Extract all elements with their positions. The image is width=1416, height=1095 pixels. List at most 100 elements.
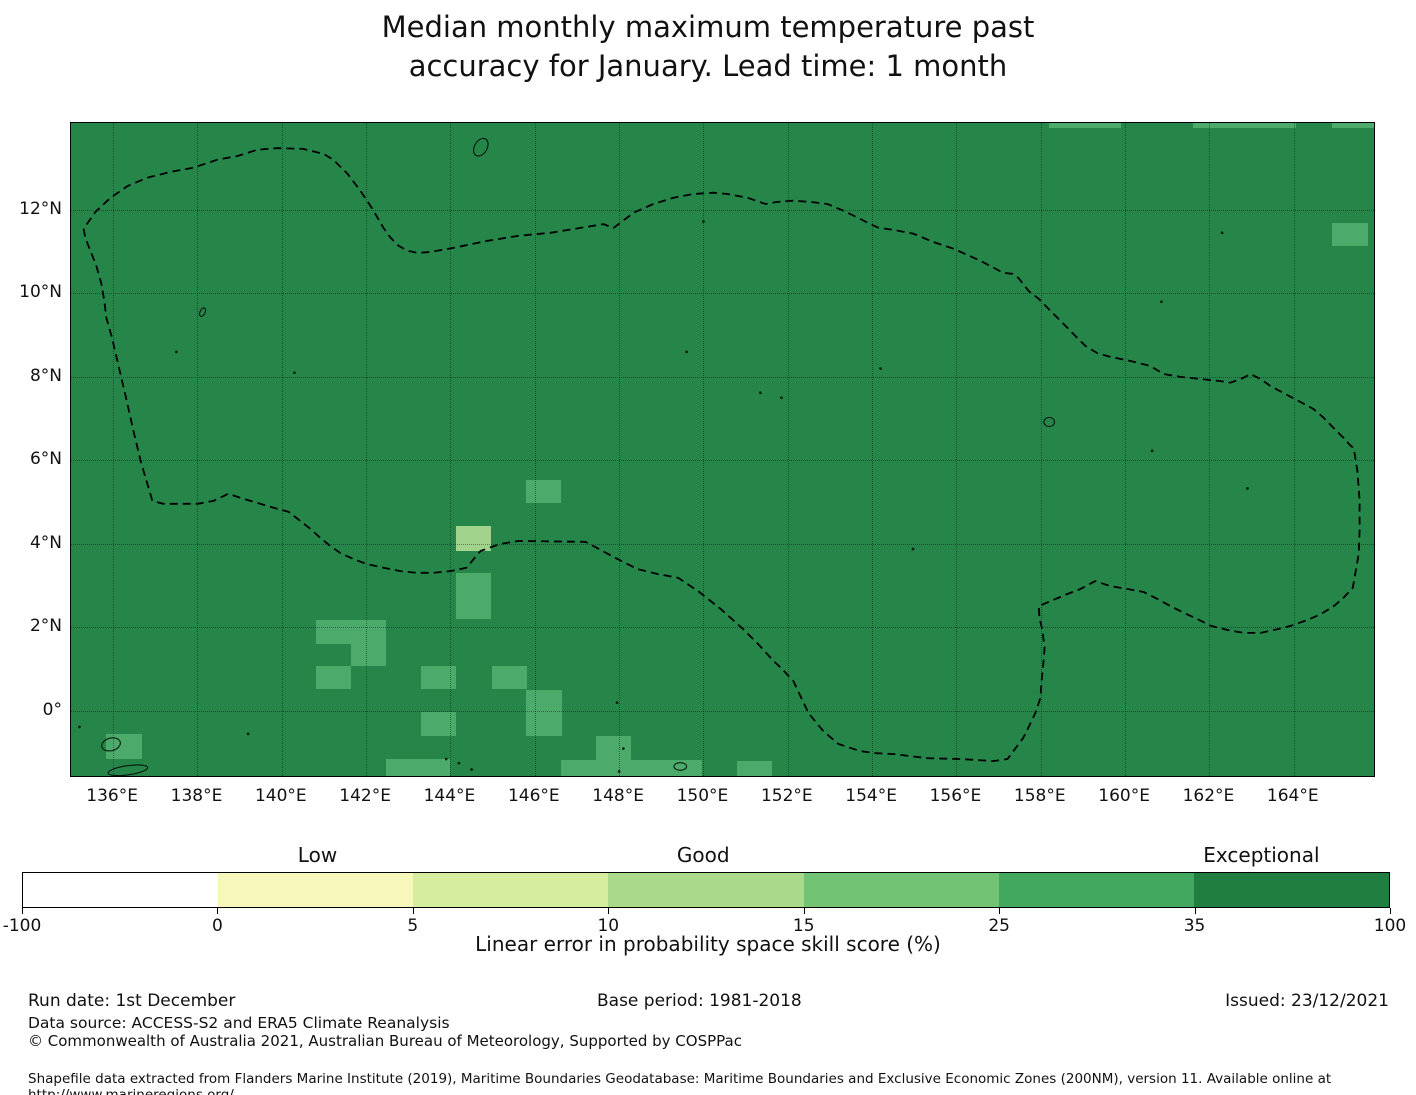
parallel-gridline <box>71 543 1374 545</box>
biak-island-outline <box>101 737 121 752</box>
eez-boundary-line <box>82 147 1361 763</box>
meridian-gridline <box>619 123 621 776</box>
skill-patch <box>561 759 703 776</box>
colorbar-tick-mark <box>22 908 23 914</box>
colorbar-tick-label: 5 <box>407 916 419 936</box>
colorbar <box>22 872 1390 908</box>
x-tick-label: 140°E <box>254 786 307 806</box>
colorbar-tick-mark <box>412 908 414 914</box>
parallel-gridline <box>71 209 1374 211</box>
skill-patch <box>492 665 528 689</box>
parallel-gridline <box>71 293 1374 295</box>
skill-patch <box>351 644 386 666</box>
atoll-4-island-dot <box>175 350 178 354</box>
x-tick-label: 164°E <box>1266 786 1319 806</box>
y-tick-label: 6°N <box>29 449 62 470</box>
title-line1: Median monthly maximum temperature past <box>381 10 1035 44</box>
yap-island-outline <box>199 307 207 318</box>
parallel-gridline <box>71 627 1374 629</box>
y-tick-label: 8°N <box>29 365 62 386</box>
skill-patch <box>456 525 492 552</box>
parallel-gridline <box>71 460 1374 462</box>
colorbar-tick-label: 100 <box>1373 916 1407 936</box>
atoll-6-island-dot <box>1159 300 1163 304</box>
colorbar-segment <box>1193 873 1389 907</box>
skill-patch <box>596 736 631 762</box>
colorbar-tick-label: 0 <box>212 916 223 936</box>
shapefile-note-text: Shapefile data extracted from Flanders M… <box>28 1071 1332 1095</box>
skill-patch <box>526 690 563 737</box>
colorbar-tick-mark <box>803 908 805 914</box>
x-tick-label: 152°E <box>760 786 813 806</box>
meridian-gridline <box>1293 123 1295 776</box>
atoll-5-island-dot <box>1220 231 1224 235</box>
meridian-gridline <box>872 123 874 776</box>
meridian-gridline <box>1209 123 1211 776</box>
colorbar-tick-mark <box>1194 908 1196 914</box>
x-tick-label: 150°E <box>676 786 729 806</box>
colorbar-segment <box>803 873 999 907</box>
chuuk-island-dot <box>758 391 762 395</box>
colorbar-category-label: Exceptional <box>1203 843 1320 867</box>
manus-islets-island-outline <box>673 762 688 771</box>
colorbar-segment <box>998 873 1194 907</box>
atoll-3-island-dot <box>293 371 296 375</box>
meridian-gridline <box>1040 123 1042 776</box>
skill-patch <box>1331 222 1368 246</box>
title-line2: accuracy for January. Lead time: 1 month <box>408 49 1008 83</box>
colorbar-tick-label: 15 <box>792 916 815 936</box>
x-tick-label: 156°E <box>929 786 982 806</box>
atoll-2-island-dot <box>685 350 689 354</box>
parallel-gridline <box>71 710 1374 712</box>
colorbar-category-label: Low <box>297 843 338 867</box>
colorbar-tick-label: 10 <box>597 916 620 936</box>
x-tick-label: 148°E <box>592 786 644 806</box>
y-tick-label: 10°N <box>19 282 62 303</box>
colorbar-tick-label: 35 <box>1183 916 1206 936</box>
figure-title: Median monthly maximum temperature past … <box>0 8 1416 86</box>
nukuoro-island-dot <box>911 547 915 551</box>
skill-patch <box>315 665 351 689</box>
colorbar-tick-mark <box>1390 908 1391 914</box>
meridian-gridline <box>281 123 283 776</box>
meridian-gridline <box>366 123 368 776</box>
kosrae-island-dot <box>1245 486 1249 490</box>
parallel-gridline <box>71 376 1374 378</box>
issued-text: Issued: 23/12/2021 <box>1225 991 1389 1011</box>
colorbar-category-label: Good <box>676 843 730 867</box>
data-source-text: Data source: ACCESS-S2 and ERA5 Climate … <box>28 1014 450 1032</box>
x-tick-label: 144°E <box>423 786 476 806</box>
pohnpei-island-outline <box>1043 416 1056 428</box>
skill-patch <box>420 665 457 689</box>
meridian-gridline <box>197 123 199 776</box>
meridian-gridline <box>1125 123 1127 776</box>
x-tick-label: 158°E <box>1013 786 1066 806</box>
colorbar-tick-mark <box>999 908 1001 914</box>
run-date-text: Run date: 1st December <box>28 991 236 1011</box>
meridian-gridline <box>534 123 536 776</box>
skill-patch <box>385 758 451 776</box>
skill-patch <box>1192 123 1296 128</box>
skill-patch <box>420 711 456 737</box>
map-canvas <box>70 122 1375 777</box>
colorbar-tick-label: 25 <box>988 916 1010 936</box>
coast-islet-7-island-dot <box>246 732 250 736</box>
skill-patch <box>315 619 386 645</box>
meridian-gridline <box>787 123 789 776</box>
skill-patch <box>526 480 562 503</box>
base-period-text: Base period: 1981-2018 <box>597 991 802 1011</box>
colorbar-segment <box>413 873 609 907</box>
skill-patch <box>736 761 772 776</box>
x-tick-label: 136°E <box>86 786 138 806</box>
meridian-gridline <box>956 123 958 776</box>
meridian-gridline <box>113 123 115 776</box>
meridian-gridline <box>703 123 705 776</box>
y-tick-label: 2°N <box>29 616 62 637</box>
yapen-island-outline <box>107 764 149 776</box>
chuuk-east-island-dot <box>780 396 783 400</box>
x-tick-label: 138°E <box>170 786 223 806</box>
x-tick-label: 154°E <box>845 786 897 806</box>
skill-patch <box>456 572 492 620</box>
meridian-gridline <box>450 123 452 776</box>
